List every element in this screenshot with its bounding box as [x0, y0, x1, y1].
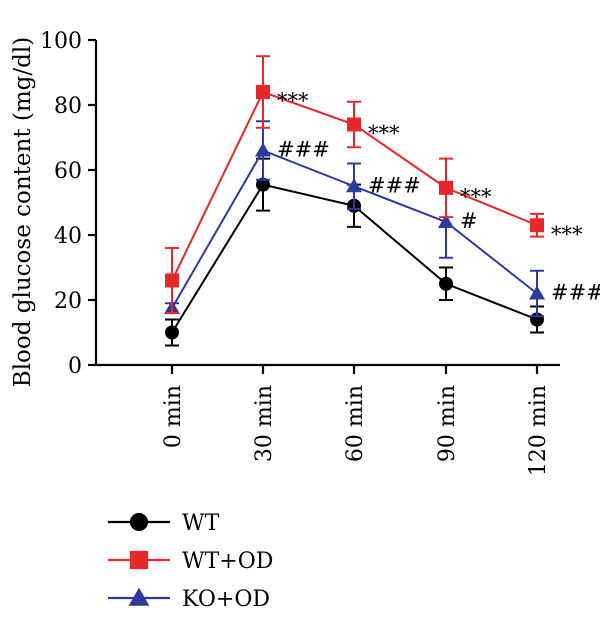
- legend-label: WT+OD: [182, 549, 273, 574]
- y-axis-label: Blood glucose content (mg/dl): [10, 37, 36, 387]
- annotations-layer: ##########************: [277, 89, 600, 305]
- series-wt-od: [165, 55, 544, 314]
- data-point: [530, 218, 544, 233]
- data-point: [347, 117, 361, 132]
- significance-label: ###: [368, 173, 421, 197]
- data-point: [438, 214, 454, 228]
- legend-item-wt: WT: [108, 511, 220, 536]
- legend: WT WT+OD KO+OD: [108, 511, 273, 612]
- y-tick-label: 80: [54, 94, 82, 119]
- series-layer: [164, 55, 545, 347]
- significance-label: ***: [368, 122, 400, 146]
- x-tick-label: 30 min: [252, 385, 277, 462]
- x-tick-label: 60 min: [343, 385, 368, 462]
- significance-label: #: [460, 209, 478, 233]
- data-point: [346, 178, 362, 193]
- y-tick-label: 20: [54, 289, 82, 314]
- legend-item-wt-od: WT+OD: [108, 549, 273, 574]
- legend-label: WT: [182, 511, 220, 536]
- data-point: [439, 180, 453, 195]
- data-point: [255, 142, 271, 157]
- data-point: [439, 276, 453, 291]
- legend-label: KO+OD: [182, 587, 270, 612]
- legend-item-ko-od: KO+OD: [108, 587, 270, 612]
- series-ko-od: [164, 120, 545, 318]
- y-tick-label: 0: [68, 354, 82, 379]
- legend-marker: [129, 512, 149, 532]
- y-tick-label: 60: [54, 159, 82, 184]
- y-tick-label: 100: [40, 29, 82, 54]
- data-point: [529, 285, 545, 300]
- data-point: [256, 177, 270, 192]
- data-point: [165, 325, 179, 340]
- legend-marker: [128, 587, 150, 606]
- data-point: [256, 85, 270, 99]
- x-tick-label: 90 min: [435, 385, 460, 462]
- significance-label: ###: [277, 138, 330, 162]
- x-tick-label: 0 min: [161, 385, 186, 448]
- axes: 0 20 40 60 80 100 0 min 30 min 60 min 90 min 120 m…: [40, 29, 560, 476]
- data-point: [165, 273, 179, 288]
- significance-label: ***: [551, 222, 583, 246]
- legend-marker: [129, 550, 149, 570]
- y-tick-label: 40: [54, 224, 82, 249]
- x-tick-label: 120 min: [526, 385, 551, 476]
- significance-label: ###: [551, 281, 600, 305]
- significance-label: ***: [460, 185, 492, 209]
- significance-label: ***: [277, 89, 309, 113]
